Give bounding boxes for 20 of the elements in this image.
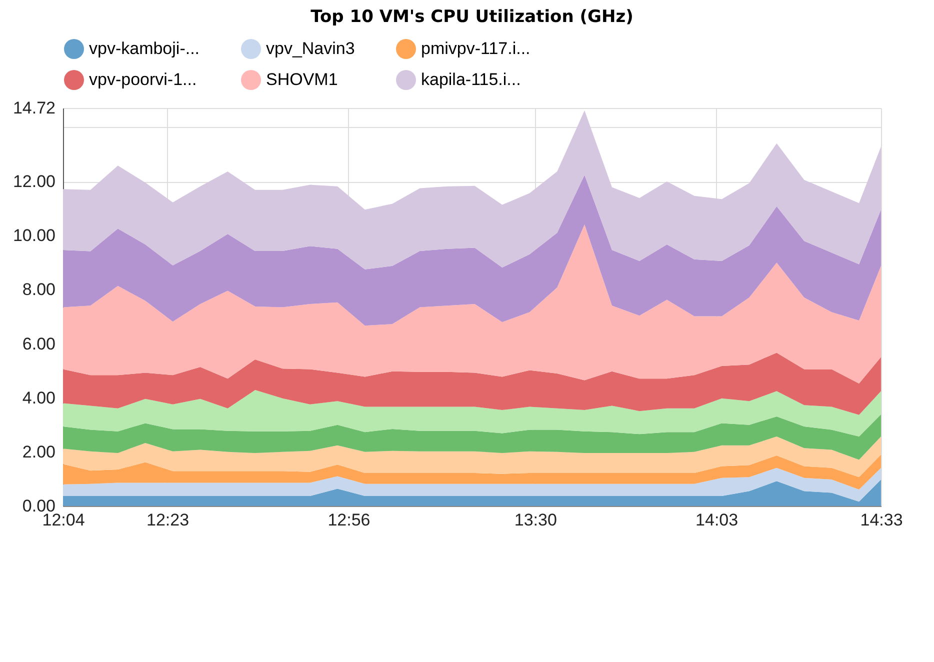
x-tick-label: 12:56 <box>328 510 370 530</box>
legend-label: kapila-115.i... <box>421 70 521 89</box>
legend-label: vpv_Navin3 <box>266 39 355 58</box>
x-tick-label: 12:23 <box>146 510 190 530</box>
y-tick-label: 6.00 <box>22 334 56 354</box>
x-tick-label: 12:04 <box>42 510 85 530</box>
legend-label: vpv-poorvi-1... <box>89 70 197 89</box>
y-tick-label: 8.00 <box>22 280 56 300</box>
y-tick-label: 2.00 <box>22 442 56 462</box>
legend-label: pmivpv-117.i... <box>421 39 530 58</box>
x-tick-label: 14:33 <box>860 510 903 530</box>
x-tick-label: 14:03 <box>696 510 738 530</box>
legend-label: SHOVM1 <box>266 70 338 89</box>
y-tick-label: 4.00 <box>22 388 56 408</box>
y-tick-label: 10.00 <box>12 226 56 246</box>
legend-label: vpv-kamboji-... <box>89 39 200 58</box>
y-tick-label: 12.00 <box>12 172 56 192</box>
y-tick-label: 14.72 <box>12 98 56 118</box>
x-tick-label: 13:30 <box>514 510 557 530</box>
chart-title: Top 10 VM's CPU Utilization (GHz) <box>310 7 634 27</box>
